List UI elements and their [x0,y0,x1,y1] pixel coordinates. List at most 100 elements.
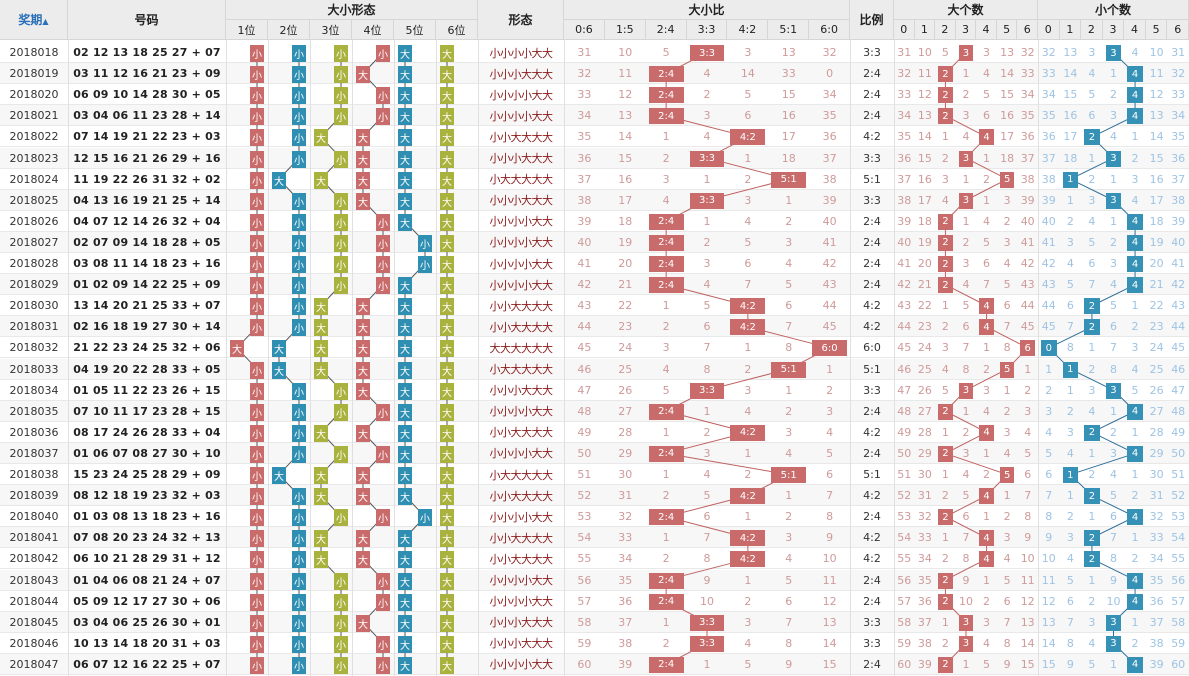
bs-mark-6: 大 [440,66,454,84]
small-count-miss: 45 [1171,341,1186,355]
bs-mark-2: 小 [292,488,306,506]
ratio-miss: 33 [577,88,592,102]
shape-cell: 小小大大大大 [489,552,554,566]
period-cell: 2018046 [9,636,59,650]
small-count-miss: 9 [1066,657,1074,671]
bs-mark-4: 大 [356,382,370,400]
big-count-miss: 39 [897,214,912,228]
period-cell: 2018028 [9,257,59,271]
small-count-miss: 5 [1088,88,1096,102]
numbers-cell: 11 19 22 26 31 32 + 02 [73,172,221,186]
big-count-miss: 32 [917,510,932,524]
big-count-miss: 2 [962,235,970,249]
big-count-miss: 5 [983,657,991,671]
big-count-miss: 5 [983,235,991,249]
ratio-miss: 46 [577,362,592,376]
big-count-miss: 46 [897,362,912,376]
bs-mark-3: 大 [314,467,328,485]
bs-mark-6: 大 [440,488,454,506]
sort-period-button[interactable]: 奖期▲ [18,11,48,28]
ratio-miss: 11 [822,573,837,587]
ratio-miss: 5 [744,88,752,102]
small-count-miss: 14 [1063,67,1078,81]
period-cell: 2018035 [9,404,59,418]
bs-mark-1: 小 [250,45,264,63]
bs-mark-4: 小 [376,213,390,231]
shape-cell: 小小小大大大 [489,616,554,630]
bs-mark-3: 大 [314,129,328,147]
big-count-miss: 2 [941,489,949,503]
small-count-miss: 11 [1041,573,1056,587]
ratio-hit: 6:0 [812,340,848,357]
period-cell: 2018034 [9,383,59,397]
ratio-miss: 6 [826,468,834,482]
ratio-miss: 1 [703,657,711,671]
small-count-hit: 3 [1105,192,1122,209]
small-count-miss: 58 [1171,615,1186,629]
ratio-miss: 1 [662,130,670,144]
bs-mark-1: 小 [250,445,264,463]
ratio-miss: 4 [703,67,711,81]
bs-mark-6: 大 [440,572,454,590]
small-count-miss: 36 [1171,151,1186,165]
big-count-col-header: 5 [996,20,1018,40]
sort-up-icon: ▲ [42,17,49,26]
ratio-value: 4:2 [863,531,881,545]
big-count-miss: 7 [962,341,970,355]
small-count-miss: 4 [1088,636,1096,650]
big-count-miss: 32 [897,67,912,81]
bs-mark-5: 大 [398,530,412,548]
ratio-miss: 39 [618,657,633,671]
small-count-miss: 2 [1088,362,1096,376]
small-count-miss: 3 [1066,235,1074,249]
small-count-hit: 2 [1084,298,1100,315]
bs-mark-4: 大 [356,171,370,189]
numbers-cell: 03 08 11 14 18 23 + 16 [73,257,221,271]
big-count-miss: 23 [917,320,932,334]
bs-mark-1: 小 [250,382,264,400]
ratio-miss: 24 [618,341,633,355]
small-count-miss: 1 [1045,362,1053,376]
ratio-miss: 9 [826,531,834,545]
big-count-miss: 24 [917,341,932,355]
ratio-miss: 37 [822,151,837,165]
bs-mark-1: 小 [250,66,264,84]
ratio-miss: 7 [703,531,711,545]
small-count-miss: 35 [1149,573,1164,587]
big-count-hit: 6 [1020,340,1035,357]
ratio-col-header: 4:2 [727,20,769,40]
small-count-miss: 13 [1149,109,1164,123]
small-count-miss: 33 [1171,88,1186,102]
ratio-value: 2:4 [863,573,881,587]
numbers-cell: 04 07 12 14 26 32 + 04 [73,214,221,228]
bs-mark-1: 小 [250,150,264,168]
big-count-miss: 10 [917,46,932,60]
bs-mark-6: 大 [440,171,454,189]
ratio-miss: 1 [662,468,670,482]
ratio-miss: 4 [744,636,752,650]
ratio-miss: 5 [826,446,834,460]
ratio-miss: 7 [744,278,752,292]
ratio-miss: 1 [744,341,752,355]
bs-mark-1: 小 [250,234,264,252]
small-count-miss: 4 [1066,446,1074,460]
big-count-miss: 3 [1024,404,1032,418]
small-count-hit: 4 [1127,445,1143,462]
small-count-hit: 4 [1127,593,1143,610]
big-count-miss: 2 [941,636,949,650]
period-cell: 2018032 [9,341,59,355]
period-header[interactable]: 奖期▲ [0,0,68,40]
bs-mark-6: 大 [440,593,454,611]
ratio-miss: 32 [618,510,633,524]
ratio-value: 3:3 [863,615,881,629]
big-count-miss: 2 [962,425,970,439]
ratio-hit: 2:4 [648,445,684,462]
shape-cell: 小小大大大大 [489,489,554,503]
big-count-col-header: 4 [976,20,997,40]
small-count-miss: 60 [1171,657,1186,671]
big-count-miss: 36 [917,594,932,608]
small-count-miss: 8 [1109,362,1117,376]
ratio-miss: 2 [744,468,752,482]
ratio-value: 2:4 [863,594,881,608]
